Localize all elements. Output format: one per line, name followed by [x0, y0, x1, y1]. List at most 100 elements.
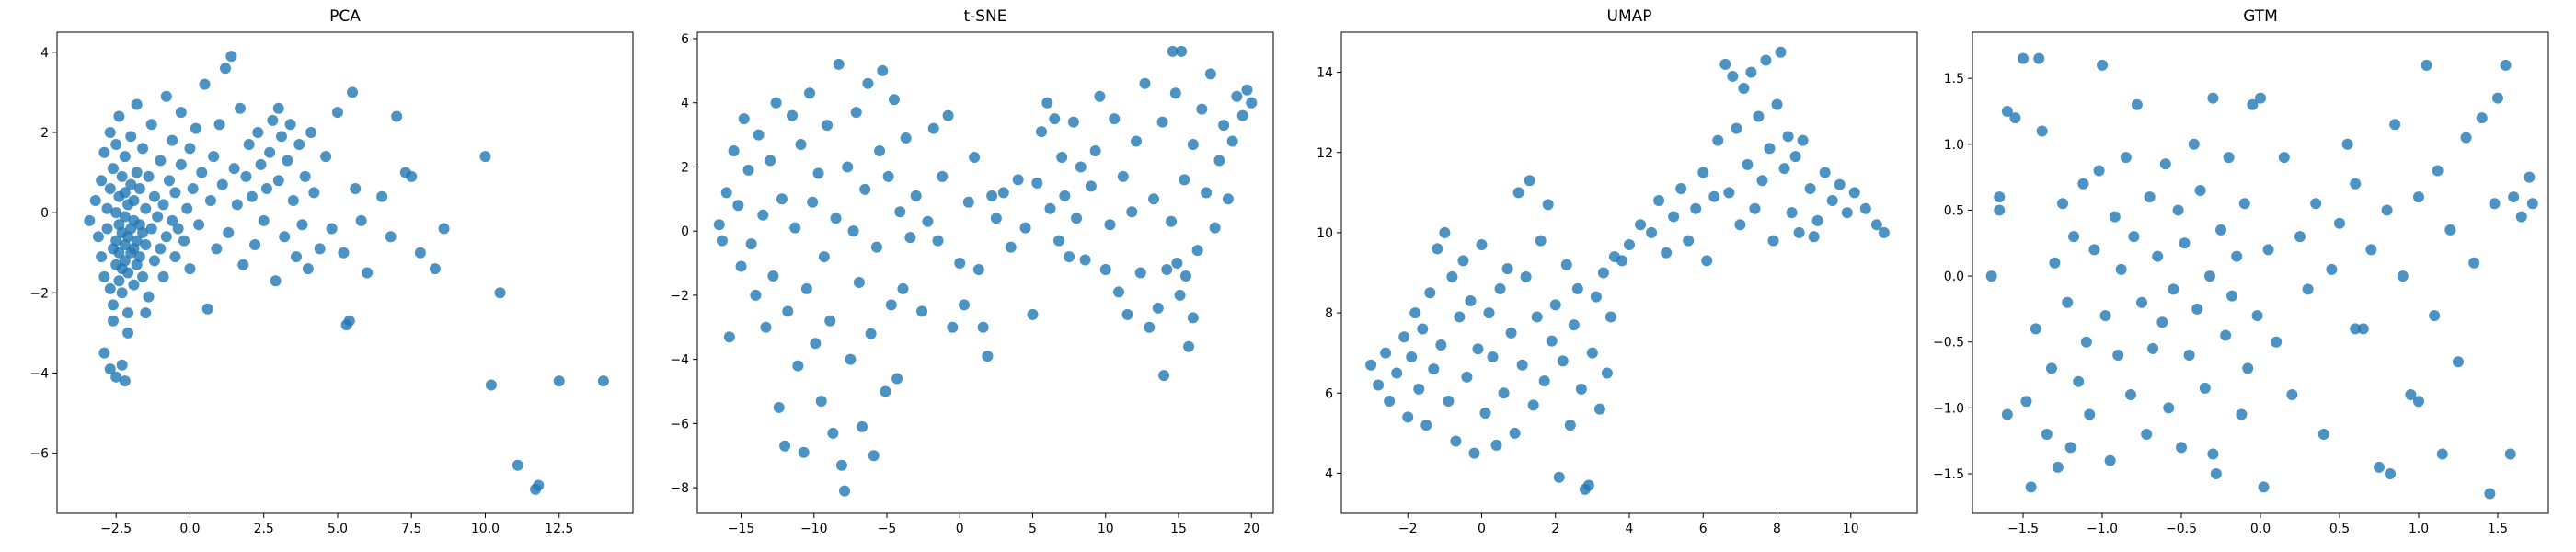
- umap-x-tick-label: 8: [1773, 522, 1781, 536]
- umap-data-point: [1454, 311, 1466, 323]
- gtm-data-point: [2025, 481, 2037, 493]
- umap-y-tick-label: 8: [1325, 306, 1333, 321]
- gtm-data-point: [2020, 396, 2032, 408]
- pca-data-point: [128, 195, 140, 207]
- umap-data-point: [1542, 199, 1554, 211]
- gtm-data-point: [2049, 257, 2061, 269]
- tsne-data-point: [859, 183, 871, 195]
- umap-data-point: [1734, 219, 1746, 231]
- umap-data-point: [1479, 408, 1491, 420]
- tsne-data-point: [812, 167, 824, 179]
- tsne-x-tick-label: −5: [878, 522, 897, 536]
- umap-data-point: [1778, 163, 1790, 175]
- gtm-y-tick-label: −0.5: [1933, 336, 1964, 351]
- umap-y-tick-label: 12: [1317, 146, 1333, 161]
- pca-data-point: [131, 98, 143, 110]
- gtm-data-point: [2045, 362, 2057, 374]
- pca-data-point: [347, 86, 359, 98]
- gtm-data-point: [2238, 198, 2250, 210]
- gtm-data-point: [2176, 442, 2188, 454]
- pca-data-point: [184, 143, 196, 155]
- tsne-data-point: [1053, 235, 1065, 247]
- pca-data-point: [92, 231, 104, 243]
- gtm-data-point: [2365, 244, 2377, 256]
- pca-data-point: [119, 255, 131, 267]
- umap-data-point: [1494, 282, 1506, 294]
- gtm-data-point: [2128, 231, 2140, 243]
- pca-data-point: [237, 259, 249, 270]
- pca-data-point: [110, 371, 122, 383]
- pca-data-point: [219, 63, 231, 75]
- umap-data-point: [1490, 439, 1502, 451]
- tsne-data-point: [1049, 113, 1061, 125]
- gtm-data-point: [2389, 119, 2401, 131]
- pca-data-point: [181, 202, 193, 214]
- tsne-data-point: [1191, 245, 1203, 257]
- umap-data-point: [1753, 110, 1765, 122]
- pca-data-point: [155, 243, 167, 255]
- tsne-data-point: [723, 331, 735, 343]
- gtm-data-point: [2064, 442, 2076, 454]
- gtm-data-point: [2084, 408, 2096, 420]
- pca-data-point: [107, 299, 119, 311]
- gtm-data-point: [2036, 125, 2048, 137]
- tsne-data-point: [1056, 151, 1068, 163]
- panel-tsne: t-SNE −15 −10 −5 0 5 10 15 20 −8 −6 −4 −2 0 2 4 6: [670, 7, 1274, 536]
- gtm-data-point: [2278, 152, 2290, 164]
- umap-points: [1365, 46, 1890, 495]
- tsne-data-point: [760, 321, 772, 333]
- pca-data-point: [326, 223, 338, 235]
- pca-data-point: [137, 270, 149, 282]
- pca-data-point: [160, 231, 172, 243]
- tsne-data-point: [1241, 84, 1253, 96]
- umap-data-point: [1708, 190, 1720, 202]
- pca-data-point: [235, 102, 247, 114]
- tsne-y-tick-label: −4: [670, 353, 689, 368]
- gtm-data-point: [2341, 138, 2353, 150]
- gtm-data-point: [2326, 263, 2338, 275]
- pca-data-point: [208, 151, 220, 163]
- umap-data-point: [1461, 371, 1473, 383]
- gtm-data-point: [2144, 191, 2156, 203]
- umap-x-tick-label: −2: [1398, 522, 1418, 536]
- panel-gtm: GTM −1.5 −1.0 −0.5 0.0 0.5 1.0 1.5 −1.5 −1.0 −0.5 0…: [1933, 7, 2549, 536]
- pca-data-point: [96, 175, 108, 187]
- tsne-x-tick-label: 5: [1029, 522, 1037, 536]
- pca-data-point: [104, 182, 116, 194]
- umap-data-point: [1512, 187, 1524, 199]
- umap-data-point: [1683, 235, 1695, 247]
- umap-data-point: [1797, 134, 1809, 146]
- pca-data-point: [252, 126, 264, 138]
- pca-data-point: [270, 275, 282, 287]
- pca-data-point: [308, 187, 320, 199]
- tsne-data-point: [1113, 286, 1125, 298]
- tsne-y-tick-label: −2: [670, 289, 689, 304]
- gtm-points: [1985, 52, 2538, 500]
- umap-data-point: [1568, 319, 1580, 331]
- pca-data-point: [89, 195, 101, 207]
- umap-data-point: [1582, 479, 1594, 491]
- umap-data-point: [1771, 98, 1783, 110]
- umap-data-point: [1409, 307, 1421, 319]
- umap-data-point: [1380, 347, 1392, 359]
- tsne-data-point: [969, 151, 981, 163]
- pca-data-point: [299, 170, 311, 182]
- pca-data-point: [157, 270, 169, 282]
- tsne-data-point: [810, 338, 822, 350]
- pca-data-point: [113, 275, 125, 287]
- pca-data-point: [485, 379, 497, 391]
- gtm-x-tick-label: −1.5: [2007, 522, 2039, 536]
- tsne-data-point: [1166, 215, 1178, 227]
- umap-data-point: [1624, 238, 1635, 250]
- tsne-data-point: [937, 170, 949, 182]
- tsne-data-point: [1236, 109, 1248, 121]
- umap-x-tick-label: 0: [1478, 522, 1486, 536]
- tsne-data-point: [1204, 68, 1216, 80]
- gtm-data-point: [2405, 389, 2417, 401]
- gtm-data-point: [2421, 59, 2432, 71]
- tsne-data-point: [1059, 190, 1071, 201]
- umap-data-point: [1834, 178, 1846, 190]
- gtm-data-point: [2271, 336, 2283, 348]
- gtm-data-point: [2183, 350, 2195, 362]
- pca-data-point: [98, 146, 110, 158]
